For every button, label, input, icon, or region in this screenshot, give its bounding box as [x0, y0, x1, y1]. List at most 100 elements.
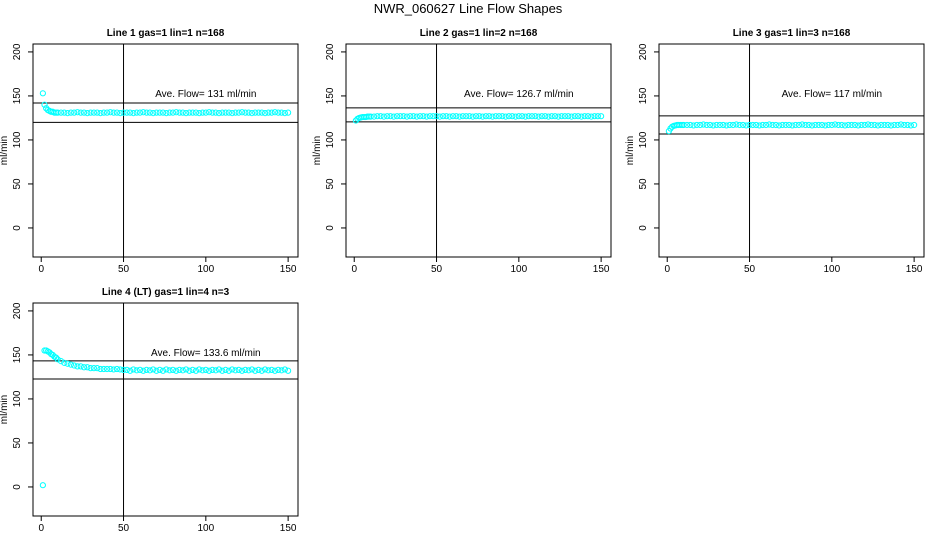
data-point: [403, 113, 411, 120]
data-point: [690, 122, 697, 129]
data-point: [90, 365, 98, 372]
data-point: [182, 109, 190, 117]
data-point: [713, 121, 720, 129]
data-point: [285, 367, 292, 374]
data-point: [57, 109, 65, 116]
data-point: [107, 365, 114, 373]
data-point: [720, 121, 727, 129]
x-tick-label: 50: [118, 264, 130, 275]
data-point: [74, 363, 81, 370]
x-tick-label: 100: [197, 264, 214, 275]
plot-frame: [32, 302, 299, 517]
data-point: [100, 109, 107, 116]
data-point: [532, 113, 539, 120]
data-point: [785, 121, 793, 129]
data-point: [219, 367, 226, 374]
data-point: [123, 109, 130, 116]
data-point: [782, 121, 789, 129]
data-point: [146, 109, 153, 116]
data-point: [97, 109, 104, 117]
x-tick-label: 0: [351, 264, 357, 275]
data-point: [693, 121, 700, 129]
data-point: [245, 109, 252, 116]
data-point: [861, 121, 868, 129]
data-point: [192, 367, 200, 374]
data-point: [150, 366, 157, 373]
data-point: [133, 367, 140, 374]
panel-title: Line 3 gas=1 lin=3 n=168: [733, 28, 851, 39]
data-point: [413, 113, 420, 120]
data-point: [265, 367, 272, 374]
y-tick-label: 0: [638, 225, 649, 231]
data-point: [845, 121, 852, 129]
data-point: [196, 366, 203, 373]
data-point: [426, 113, 434, 120]
data-point: [41, 101, 48, 108]
data-point: [169, 366, 177, 373]
data-point: [828, 121, 835, 129]
data-point: [117, 109, 124, 117]
data-point: [502, 113, 509, 120]
data-point: [156, 366, 163, 373]
data-point: [248, 109, 256, 117]
data-point: [103, 109, 111, 116]
data-point: [229, 366, 236, 373]
data-point: [561, 113, 569, 120]
data-point: [52, 354, 60, 361]
data-point: [700, 121, 707, 128]
data-point: [39, 90, 46, 97]
data-point: [440, 113, 447, 120]
annotation: Ave. Flow= 126.7 ml/min: [464, 89, 574, 100]
data-point: [466, 113, 473, 120]
data-point: [825, 121, 832, 129]
y-tick-label: 200: [12, 302, 23, 319]
figure-title: NWR_060627 Line Flow Shapes: [374, 1, 563, 16]
data-point: [436, 113, 443, 120]
data-point: [61, 109, 68, 116]
data-point: [136, 366, 144, 373]
data-point: [495, 113, 503, 120]
y-axis-label: ml/min: [625, 136, 636, 165]
data-point: [159, 109, 167, 116]
data-point: [884, 121, 891, 129]
data-point: [278, 367, 285, 374]
data-point: [113, 365, 121, 373]
data-point: [759, 121, 766, 129]
data-point: [548, 113, 555, 120]
data-point: [769, 121, 776, 129]
x-tick-label: 0: [38, 523, 44, 534]
data-point: [120, 109, 127, 116]
data-point: [538, 113, 545, 120]
data-point: [215, 366, 223, 373]
data-point: [268, 109, 275, 116]
data-point: [393, 113, 401, 120]
panel-title: Line 1 gas=1 lin=1 n=168: [107, 28, 225, 39]
data-point: [463, 113, 470, 120]
y-tick-label: 50: [12, 437, 23, 449]
data-point: [835, 121, 842, 129]
data-point: [84, 109, 91, 117]
y-tick-label: 150: [325, 87, 336, 104]
data-point: [146, 367, 153, 374]
data-point: [736, 121, 743, 129]
data-point: [123, 366, 130, 373]
data-point: [542, 113, 549, 120]
data-point: [143, 366, 150, 373]
data-point: [222, 366, 229, 373]
panel-title: Line 4 (LT) gas=1 lin=4 n=3: [102, 287, 230, 298]
data-point: [904, 121, 911, 129]
x-tick-label: 50: [118, 523, 130, 534]
data-point: [179, 109, 186, 116]
data-point: [687, 121, 694, 129]
data-point: [39, 482, 46, 489]
data-point: [756, 122, 763, 129]
data-point: [779, 121, 786, 129]
data-point: [578, 113, 585, 120]
data-point: [159, 367, 167, 374]
data-point: [278, 109, 285, 116]
data-point: [571, 113, 578, 120]
data-point: [367, 113, 374, 120]
plot-frame: [658, 43, 925, 258]
data-point: [229, 109, 236, 117]
